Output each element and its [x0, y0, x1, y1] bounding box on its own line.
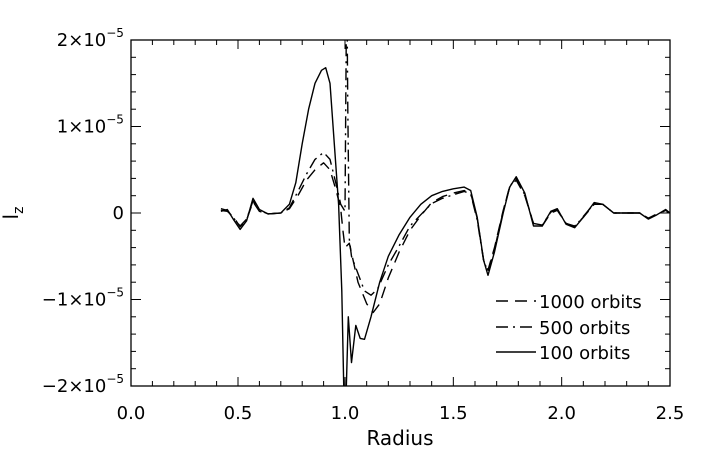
x-axis-label: Radius	[366, 426, 433, 450]
y-tick-labels: 2×10−51×10−50−1×10−5−2×10−5	[42, 26, 124, 397]
y-tick-label: −1×10−5	[42, 286, 124, 311]
y-tick-label: 1×10−5	[57, 113, 124, 138]
x-tick-label: 2.0	[547, 403, 576, 424]
x-tick-label: 1.5	[439, 403, 468, 424]
plot-area	[130, 39, 671, 387]
y-axis-label-sub: z	[11, 207, 27, 214]
y-tick-exponent: −5	[106, 286, 124, 300]
y-tick-exponent: −5	[106, 26, 124, 40]
y-tick-mantissa: 1×10	[57, 117, 106, 138]
x-tick-labels: 0.0 0.5 1.0 1.5 2.0 2.5	[117, 403, 685, 424]
y-axis-label: lz	[0, 207, 27, 220]
series-line-3	[220, 67, 670, 386]
legend: 1000 orbits 500 orbits 100 orbits	[496, 292, 642, 364]
series-line-1	[220, 162, 670, 314]
y-tick-mantissa: −2×10	[42, 376, 107, 397]
x-tick-label: 0.0	[117, 403, 146, 424]
y-tick-exponent: −5	[106, 372, 124, 386]
x-tick-label: 2.5	[656, 403, 685, 424]
y-tick-exponent: −5	[106, 113, 124, 127]
series-line-2	[220, 40, 670, 296]
y-tick-mantissa: −1×10	[42, 290, 107, 311]
y-tick-mantissa: 2×10	[57, 30, 106, 51]
legend-label-2: 500 orbits	[539, 318, 630, 339]
legend-label-1: 1000 orbits	[539, 292, 642, 313]
x-tick-label: 1.0	[331, 403, 360, 424]
series-layer	[220, 40, 670, 386]
y-tick-label: 0	[113, 203, 124, 224]
tick-layer	[130, 39, 671, 387]
x-tick-label: 0.5	[224, 403, 253, 424]
legend-label-3: 100 orbits	[539, 343, 630, 364]
y-axis-label-main: l	[0, 214, 23, 220]
y-tick-label: −2×10−5	[42, 372, 124, 397]
y-tick-label: 2×10−5	[57, 26, 124, 51]
